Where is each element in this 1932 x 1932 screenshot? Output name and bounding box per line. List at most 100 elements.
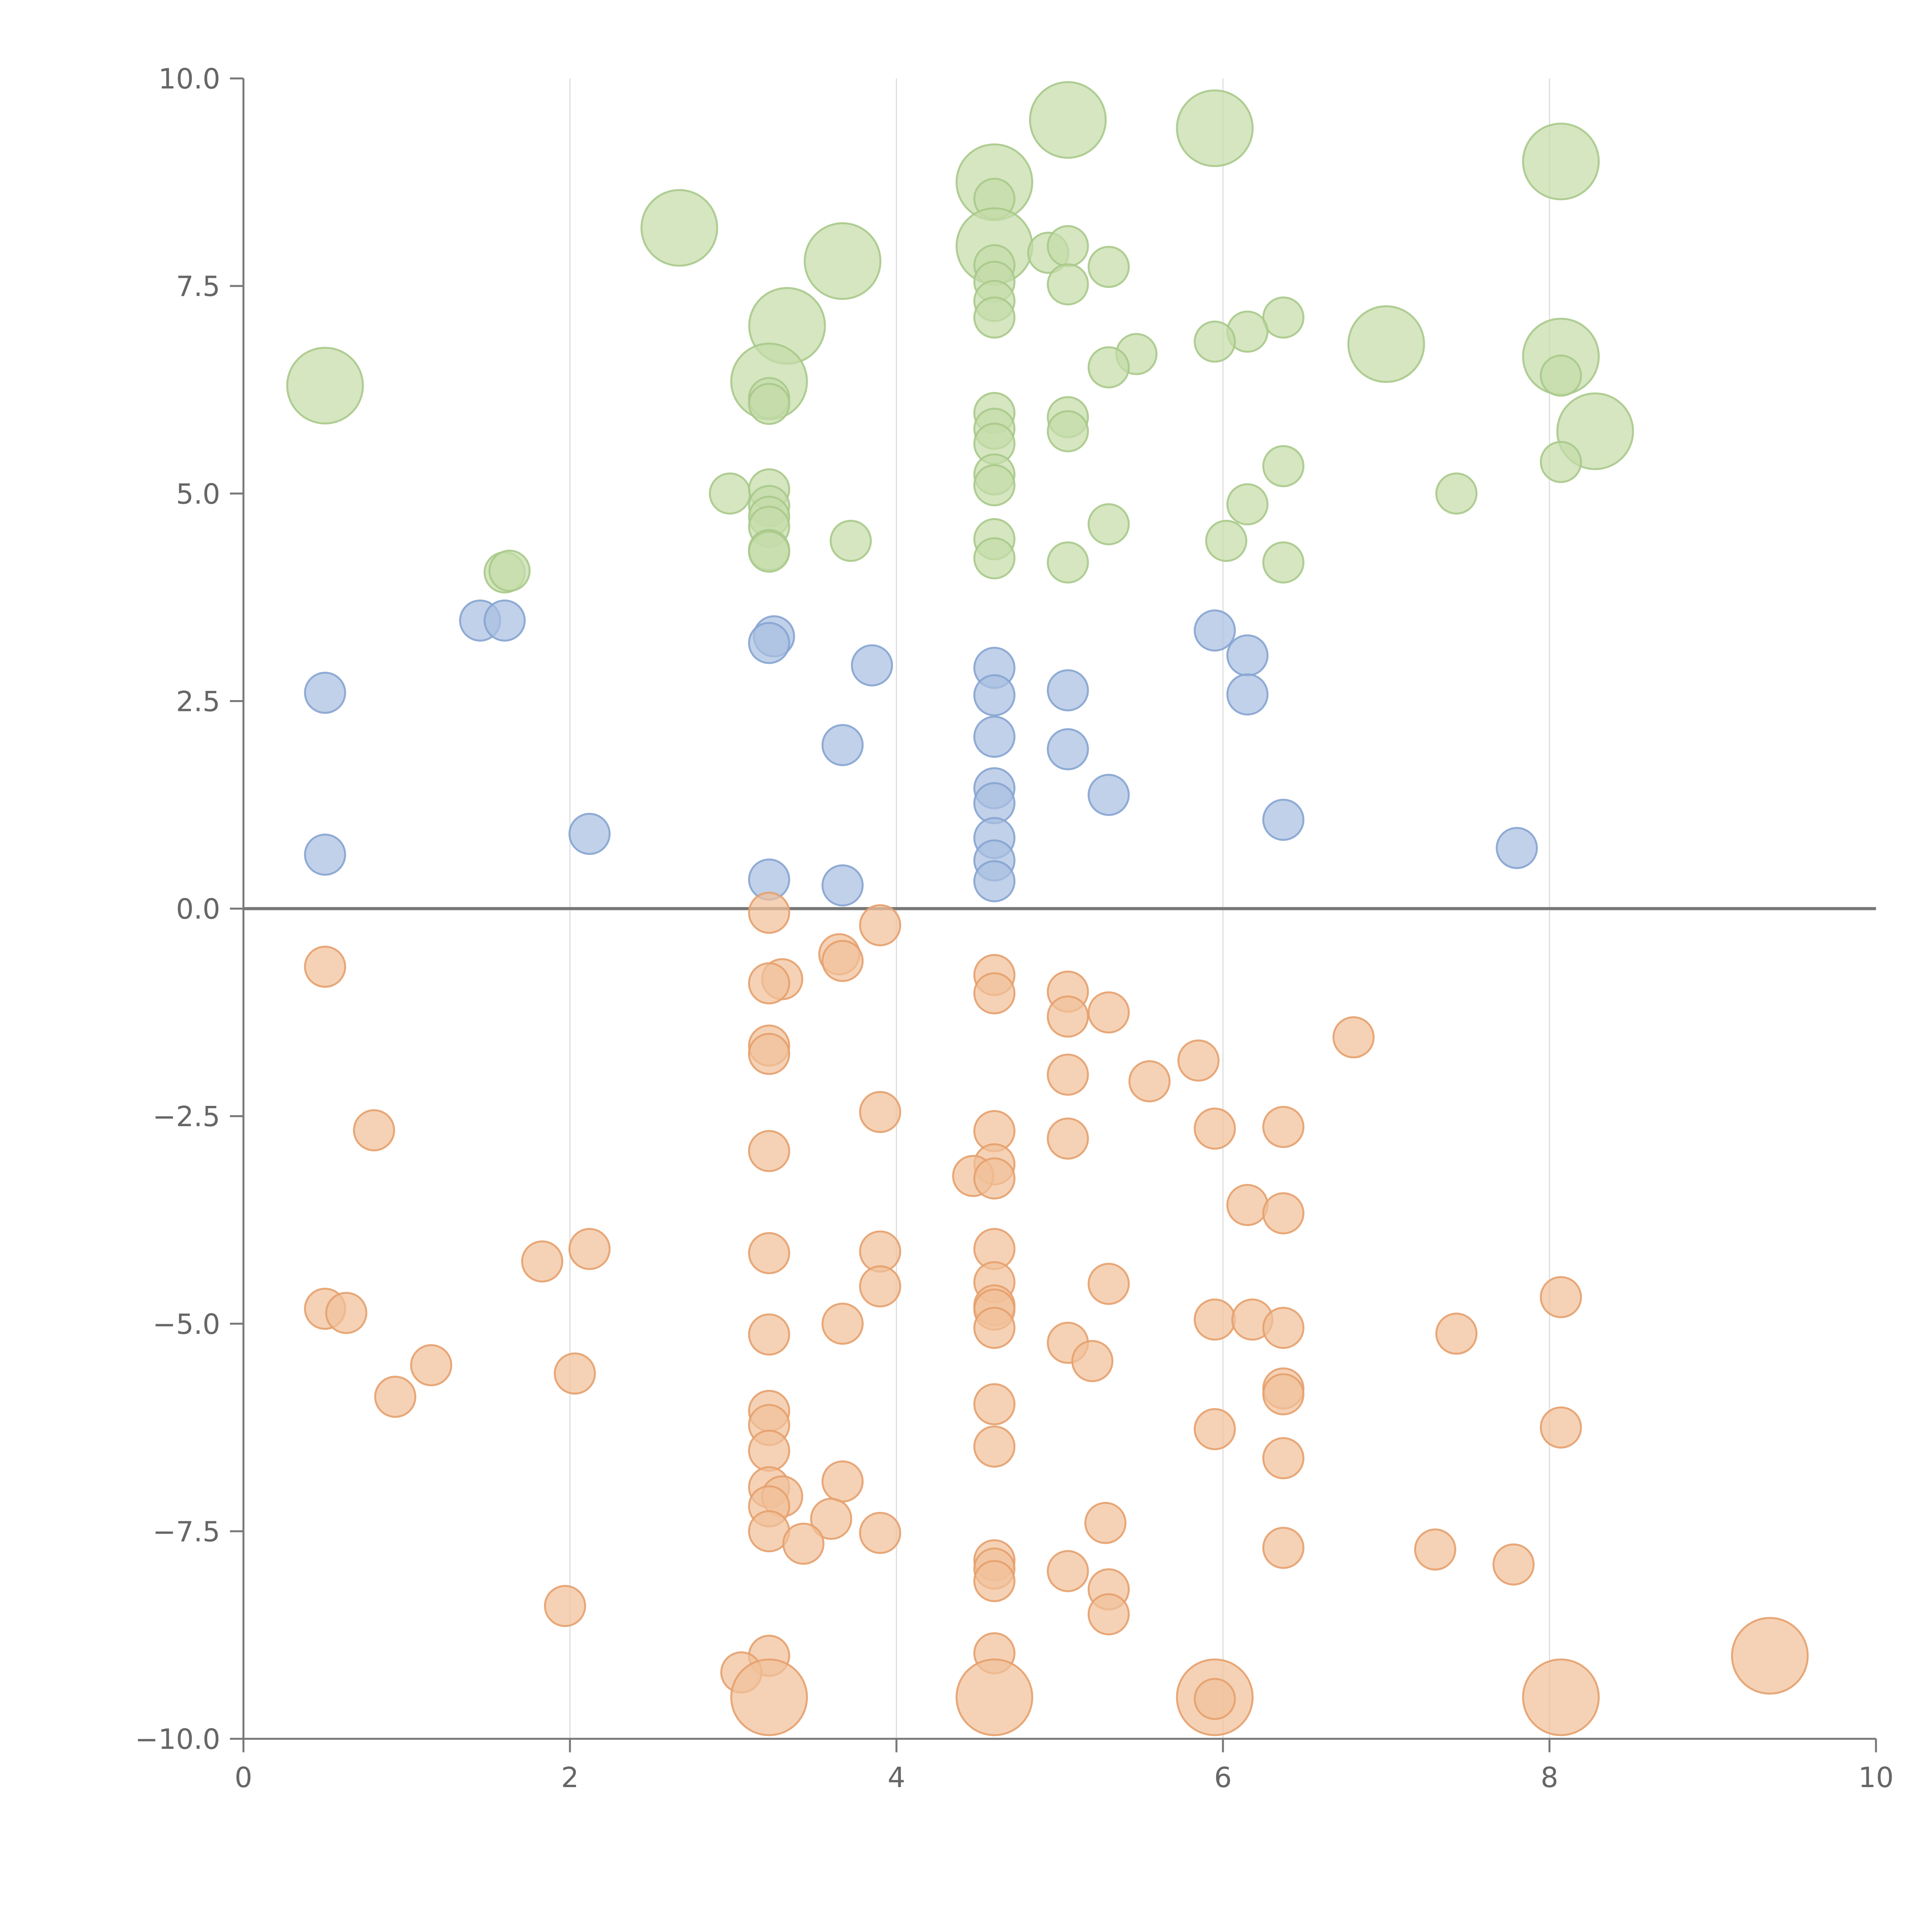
orange-bubble xyxy=(1087,991,1130,1034)
blue-bubble xyxy=(973,860,1015,903)
orange-bubble xyxy=(1194,1408,1236,1451)
green-bubble xyxy=(1087,246,1130,288)
green-bubble xyxy=(1029,81,1107,159)
orange-bubble xyxy=(1087,1263,1130,1305)
orange-bubble xyxy=(1084,1502,1127,1544)
orange-bubble xyxy=(973,972,1015,1015)
orange-bubble xyxy=(1128,1060,1171,1102)
blue-bubble xyxy=(568,813,611,855)
orange-bubble xyxy=(1332,1016,1375,1059)
green-bubble xyxy=(748,531,790,573)
y-tick-label: −2.5 xyxy=(153,1100,220,1133)
orange-bubble xyxy=(1731,1617,1809,1695)
blue-bubble xyxy=(1047,669,1089,711)
green-bubble xyxy=(1522,122,1600,201)
bubble-layer xyxy=(286,81,1809,1736)
orange-bubble xyxy=(1071,1340,1114,1382)
orange-bubble xyxy=(1226,1184,1269,1226)
orange-bubble xyxy=(821,940,864,982)
orange-bubble xyxy=(1540,1406,1582,1449)
green-bubble xyxy=(973,537,1015,580)
green-bubble xyxy=(748,383,790,425)
orange-bubble xyxy=(1262,1527,1304,1569)
x-tick-label: 2 xyxy=(561,1761,579,1794)
orange-bubble xyxy=(973,1425,1015,1468)
green-bubble xyxy=(1047,225,1089,267)
orange-bubble xyxy=(859,904,901,946)
y-tick-label: −5.0 xyxy=(153,1308,220,1340)
y-tick-label: 0.0 xyxy=(176,893,220,925)
y-tick-label: −7.5 xyxy=(153,1515,220,1548)
orange-bubble xyxy=(973,1383,1015,1425)
x-tick-label: 10 xyxy=(1858,1761,1894,1794)
green-bubble xyxy=(1262,445,1304,487)
orange-bubble xyxy=(748,1429,790,1472)
orange-bubble xyxy=(1262,1306,1304,1349)
green-bubble xyxy=(1047,263,1089,306)
orange-bubble xyxy=(973,1157,1015,1200)
orange-bubble xyxy=(821,1460,864,1503)
x-tick-label: 0 xyxy=(235,1761,252,1794)
y-tick-label: 5.0 xyxy=(176,478,220,510)
blue-bubble xyxy=(821,724,864,766)
green-bubble xyxy=(1047,541,1089,584)
orange-bubble xyxy=(1194,1678,1236,1720)
blue-bubble xyxy=(1087,774,1130,816)
orange-bubble xyxy=(956,1658,1033,1736)
orange-bubble xyxy=(353,1109,395,1151)
orange-bubble xyxy=(859,1512,901,1554)
orange-bubble xyxy=(859,1265,901,1308)
orange-bubble xyxy=(973,1560,1015,1602)
orange-bubble xyxy=(859,1091,901,1133)
green-bubble xyxy=(1435,472,1478,515)
orange-bubble xyxy=(1087,1593,1130,1636)
orange-bubble xyxy=(1047,995,1089,1038)
orange-bubble xyxy=(748,1313,790,1356)
green-bubble xyxy=(1176,89,1254,167)
green-bubble xyxy=(1194,320,1236,363)
green-bubble xyxy=(1347,305,1425,383)
orange-bubble xyxy=(1540,1276,1582,1318)
y-tick-label: 10.0 xyxy=(158,63,220,95)
blue-bubble xyxy=(304,672,346,714)
orange-bubble xyxy=(1414,1528,1456,1571)
green-bubble xyxy=(1262,296,1304,339)
green-bubble xyxy=(709,472,751,515)
orange-bubble xyxy=(410,1344,452,1386)
green-bubble xyxy=(1087,346,1130,389)
blue-bubble xyxy=(1194,609,1236,652)
orange-bubble xyxy=(821,1303,864,1345)
green-bubble xyxy=(1047,410,1089,452)
orange-bubble xyxy=(568,1228,611,1270)
orange-bubble xyxy=(973,1306,1015,1349)
orange-bubble xyxy=(1177,1039,1220,1082)
green-bubble xyxy=(1205,520,1247,562)
orange-bubble xyxy=(1047,1053,1089,1096)
orange-bubble xyxy=(748,1032,790,1075)
orange-bubble xyxy=(1435,1313,1478,1355)
blue-bubble xyxy=(304,833,346,876)
green-bubble xyxy=(1087,503,1130,546)
orange-bubble xyxy=(374,1376,417,1418)
axis-layer: 0 2 4 6 8 10 −10.0 −7.5 −5.0 −2.5 0.0 2.5 5.0 7.5 10.0 xyxy=(135,63,1893,1794)
orange-bubble xyxy=(1194,1107,1236,1150)
orange-bubble xyxy=(1262,1192,1304,1235)
blue-bubble xyxy=(483,599,526,642)
y-tick-label: 7.5 xyxy=(176,270,220,303)
blue-bubble xyxy=(1047,728,1089,770)
blue-bubble xyxy=(851,644,893,687)
green-bubble xyxy=(804,222,882,300)
green-bubble xyxy=(973,464,1015,507)
orange-bubble xyxy=(1522,1658,1600,1736)
green-bubble xyxy=(1540,441,1582,483)
orange-bubble xyxy=(1262,1373,1304,1415)
x-tick-label: 8 xyxy=(1541,1761,1558,1794)
orange-bubble xyxy=(1262,1437,1304,1480)
orange-bubble xyxy=(748,1232,790,1274)
orange-bubble xyxy=(1492,1543,1535,1586)
x-tick-label: 6 xyxy=(1214,1761,1232,1794)
orange-bubble xyxy=(782,1522,825,1565)
y-tick-label: 2.5 xyxy=(176,685,220,718)
